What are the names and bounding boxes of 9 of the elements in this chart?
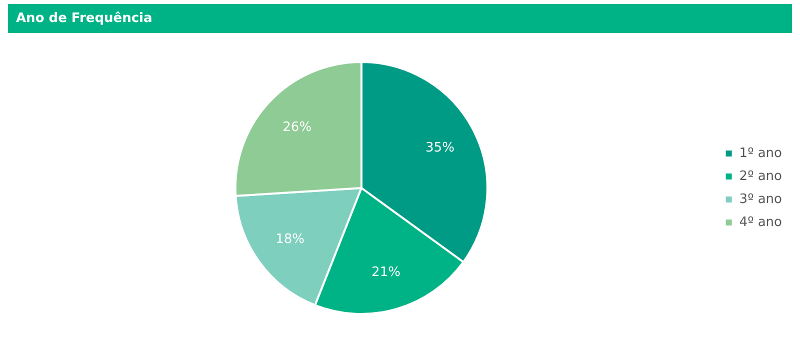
data-label: 26%	[282, 120, 312, 135]
legend-label: 2º ano	[739, 168, 782, 184]
legend-label: 1º ano	[739, 146, 782, 161]
legend-label: 3º ano	[739, 192, 782, 207]
text: Ano de Frequência	[8, 4, 792, 33]
data-label: 21%	[372, 265, 400, 280]
data-label: 18%	[276, 232, 305, 248]
legend-label: 4º ano	[739, 214, 782, 230]
data-label: 35%	[426, 140, 454, 156]
